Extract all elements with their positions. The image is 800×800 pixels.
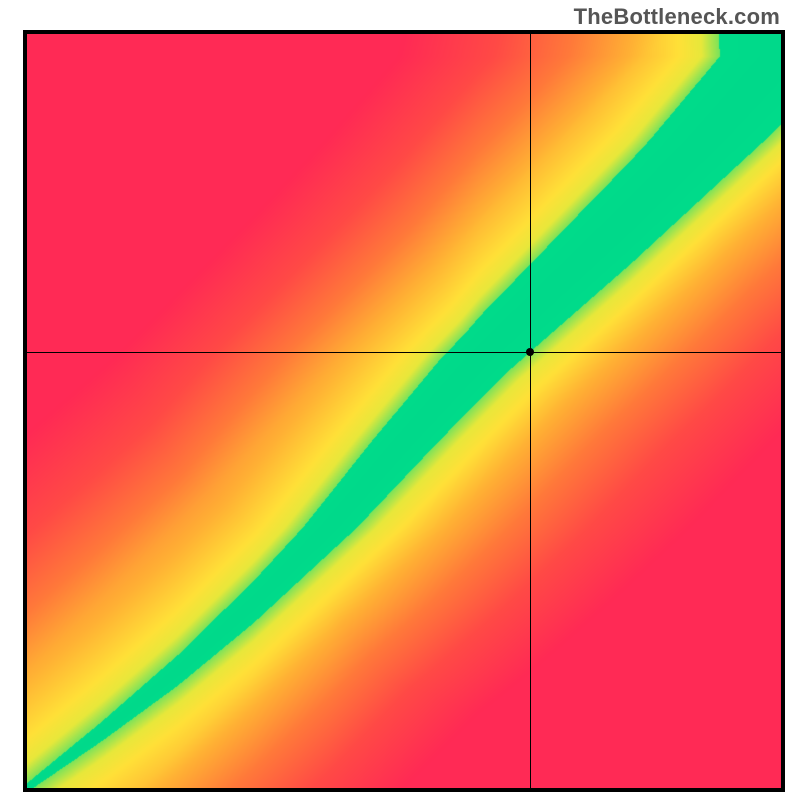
crosshair-vertical — [530, 34, 531, 788]
crosshair-horizontal — [27, 352, 781, 353]
heatmap-plot — [23, 30, 785, 792]
chart-container: TheBottleneck.com — [0, 0, 800, 800]
crosshair-dot — [526, 348, 534, 356]
heatmap-canvas — [27, 34, 781, 788]
watermark-text: TheBottleneck.com — [574, 4, 780, 30]
